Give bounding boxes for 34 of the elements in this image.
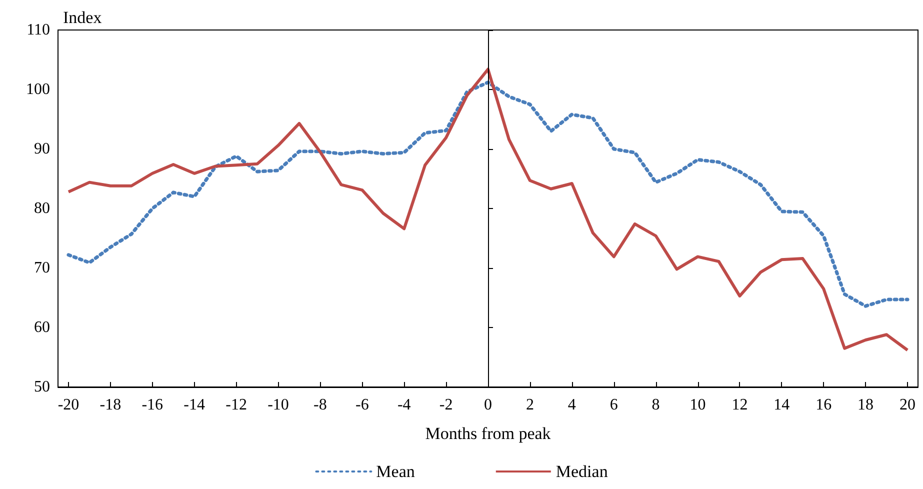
x-tick-label: 18 xyxy=(858,396,874,414)
x-tick-label: 12 xyxy=(732,396,748,414)
x-tick-label: -18 xyxy=(100,396,122,414)
line-series xyxy=(66,80,910,308)
x-tick-label: -6 xyxy=(355,396,369,414)
y-tick-label: 70 xyxy=(34,260,50,276)
x-tick-label: 4 xyxy=(568,396,576,414)
y-tick-label: 100 xyxy=(26,81,50,98)
x-tick-label: 2 xyxy=(526,396,534,414)
y-tick-label: 110 xyxy=(26,22,50,38)
x-tick-label: -10 xyxy=(268,396,289,414)
y-tick-label: 90 xyxy=(34,140,50,158)
x-tick-label: 10 xyxy=(690,396,706,414)
x-tick-label: 16 xyxy=(816,396,832,414)
y-tick-label: 50 xyxy=(34,378,50,396)
legend-label: Median xyxy=(556,462,608,481)
x-tick-label: -8 xyxy=(314,396,327,414)
x-tick-label: 20 xyxy=(900,396,916,414)
x-axis-title: Months from peak xyxy=(425,424,552,443)
line-series xyxy=(66,68,910,352)
legend-label: Mean xyxy=(376,462,416,481)
x-tick-label: -20 xyxy=(58,396,80,414)
x-tick-label: -16 xyxy=(142,396,164,414)
x-tick-label: -14 xyxy=(184,396,206,414)
x-tick-label: 0 xyxy=(484,396,492,414)
x-tick-label: -2 xyxy=(439,396,453,414)
x-tick-label: 6 xyxy=(610,396,618,414)
x-tick-label: -12 xyxy=(226,396,247,414)
y-tick-label: 60 xyxy=(34,319,50,336)
x-tick-label: 14 xyxy=(774,396,790,414)
y-tick-label: 80 xyxy=(34,200,50,217)
y-axis-title: Index xyxy=(63,8,102,27)
x-tick-label: 8 xyxy=(652,396,660,414)
x-tick-label: -4 xyxy=(397,396,411,414)
